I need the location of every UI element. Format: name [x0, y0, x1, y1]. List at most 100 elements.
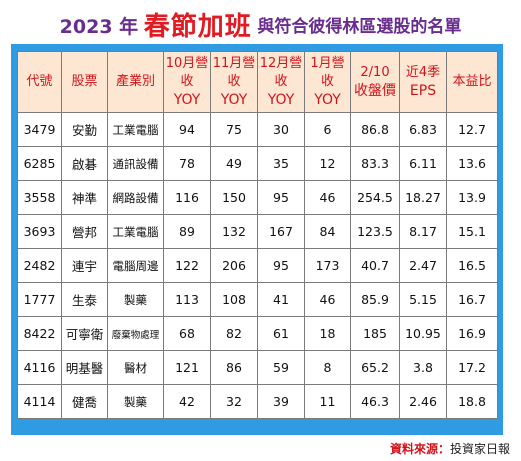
table-cell-pe-ratio: 17.2	[446, 350, 498, 385]
column-header-industry: 產業別	[107, 51, 164, 113]
table-cell-jan-revenue-yoy: 18	[304, 316, 351, 351]
column-header-eps: 近4季 EPS	[399, 51, 447, 113]
table-cell-code: 3558	[17, 180, 62, 215]
table-cell-jan-revenue-yoy: 173	[304, 248, 351, 283]
table-cell-close-price: 65.2	[350, 350, 400, 385]
table-cell-dec-revenue-yoy: 39	[257, 384, 305, 419]
table-row: 4116 明基醫 醫材 121 86 59 8 65.2 3.8 17.2	[17, 350, 498, 385]
table-body: 3479 安勤 工業電腦 94 75 30 6 86.8 6.83 12.7 6285 啟碁 通訊設備 7…	[17, 112, 498, 419]
table-cell-eps: 5.15	[399, 282, 447, 317]
table-cell-pe-ratio: 18.8	[446, 384, 498, 419]
table-cell-nov-revenue-yoy: 150	[210, 180, 258, 215]
table-cell-code: 4114	[17, 384, 62, 419]
table-cell-nov-revenue-yoy: 108	[210, 282, 258, 317]
table-row: 3558 神準 網路設備 116 150 95 46 254.5 18.27 13.9	[17, 180, 498, 215]
table-cell-dec-revenue-yoy: 95	[257, 180, 305, 215]
table-frame: 代號 股票 產業別 10月營收 YOY 11月營收 YOY 12月營收 YOY 1月營收 YOY 2/…	[11, 44, 503, 435]
table-cell-code: 4116	[17, 350, 62, 385]
title-highlight: 春節加班	[143, 12, 252, 42]
table-cell-stock: 啟碁	[61, 146, 108, 181]
table-cell-nov-revenue-yoy: 86	[210, 350, 258, 385]
table-cell-code: 3693	[17, 214, 62, 249]
table-cell-oct-revenue-yoy: 78	[163, 146, 211, 181]
table-cell-eps: 3.8	[399, 350, 447, 385]
column-header-line2: YOY	[267, 92, 295, 108]
table-cell-pe-ratio: 13.9	[446, 180, 498, 215]
table-cell-close-price: 86.8	[350, 112, 400, 147]
table-cell-industry: 工業電腦	[107, 214, 164, 249]
column-header-pe-ratio: 本益比	[446, 51, 498, 113]
table-cell-code: 1777	[17, 282, 62, 317]
table-cell-eps: 6.11	[399, 146, 447, 181]
column-header-line1: 近4季	[405, 65, 441, 80]
source-label: 資料來源：	[389, 442, 450, 456]
table-cell-industry: 通訊設備	[107, 146, 164, 181]
column-header-line1: 12月營收	[259, 56, 303, 89]
column-header-line1: 2/10	[360, 65, 390, 80]
table-cell-industry: 網路設備	[107, 180, 164, 215]
column-header-line1: 11月營收	[212, 56, 256, 89]
column-header-line1: 10月營收	[165, 56, 209, 89]
column-header-stock: 股票	[61, 51, 108, 113]
table-cell-pe-ratio: 16.9	[446, 316, 498, 351]
table-cell-jan-revenue-yoy: 46	[304, 180, 351, 215]
table-cell-close-price: 123.5	[350, 214, 400, 249]
table-cell-code: 8422	[17, 316, 62, 351]
table-row: 3479 安勤 工業電腦 94 75 30 6 86.8 6.83 12.7	[17, 112, 498, 147]
source-note: 資料來源：投資家日報	[390, 440, 510, 457]
column-header-line2: YOY	[314, 92, 341, 108]
table-cell-code: 2482	[17, 248, 62, 283]
table-cell-industry: 製藥	[107, 384, 164, 419]
table-cell-pe-ratio: 15.1	[446, 214, 498, 249]
table-cell-code: 3479	[17, 112, 62, 147]
table-cell-pe-ratio: 16.7	[446, 282, 498, 317]
table-cell-oct-revenue-yoy: 94	[163, 112, 211, 147]
column-header-line2: 收盤價	[354, 83, 396, 99]
table-cell-oct-revenue-yoy: 89	[163, 214, 211, 249]
table-cell-oct-revenue-yoy: 121	[163, 350, 211, 385]
table-row: 1777 生泰 製藥 113 108 41 46 85.9 5.15 16.7	[17, 282, 498, 317]
table-cell-stock: 健喬	[61, 384, 108, 419]
table-cell-oct-revenue-yoy: 42	[163, 384, 211, 419]
table-cell-nov-revenue-yoy: 132	[210, 214, 258, 249]
table-cell-close-price: 40.7	[350, 248, 400, 283]
table-cell-jan-revenue-yoy: 12	[304, 146, 351, 181]
table-cell-industry: 工業電腦	[107, 112, 164, 147]
table-cell-jan-revenue-yoy: 6	[304, 112, 351, 147]
table-cell-stock: 營邦	[61, 214, 108, 249]
column-header-line1: 代號	[26, 74, 53, 89]
table-cell-oct-revenue-yoy: 116	[163, 180, 211, 215]
table-cell-stock: 連宇	[61, 248, 108, 283]
column-header-line1: 股票	[71, 74, 98, 89]
table-cell-dec-revenue-yoy: 30	[257, 112, 305, 147]
table-cell-jan-revenue-yoy: 84	[304, 214, 351, 249]
table-cell-eps: 2.46	[399, 384, 447, 419]
table-cell-nov-revenue-yoy: 75	[210, 112, 258, 147]
table-cell-industry: 製藥	[107, 282, 164, 317]
table-cell-code: 6285	[17, 146, 62, 181]
column-header-line1: 本益比	[452, 74, 492, 89]
table-cell-jan-revenue-yoy: 11	[304, 384, 351, 419]
table-cell-industry: 電腦周邊	[107, 248, 164, 283]
table-cell-close-price: 46.3	[350, 384, 400, 419]
table-cell-oct-revenue-yoy: 113	[163, 282, 211, 317]
column-header-dec-revenue-yoy: 12月營收 YOY	[257, 51, 305, 113]
column-header-line2: YOY	[220, 92, 248, 108]
source-value: 投資家日報	[449, 442, 510, 456]
table-row: 3693 營邦 工業電腦 89 132 167 84 123.5 8.17 15.1	[17, 214, 498, 249]
table-cell-pe-ratio: 16.5	[446, 248, 498, 283]
table-cell-industry: 醫材	[107, 350, 164, 385]
table-cell-jan-revenue-yoy: 8	[304, 350, 351, 385]
column-header-nov-revenue-yoy: 11月營收 YOY	[210, 51, 258, 113]
table-cell-dec-revenue-yoy: 167	[257, 214, 305, 249]
table-cell-nov-revenue-yoy: 206	[210, 248, 258, 283]
page-title: 2023 年 春節加班 與符合彼得林區選股的名單	[0, 6, 521, 42]
title-year: 2023 年	[59, 16, 139, 38]
table-cell-stock: 明基醫	[61, 350, 108, 385]
column-header-code: 代號	[17, 51, 62, 113]
column-header-jan-revenue-yoy: 1月營收 YOY	[304, 51, 351, 113]
table-cell-oct-revenue-yoy: 122	[163, 248, 211, 283]
table-cell-dec-revenue-yoy: 35	[257, 146, 305, 181]
table-cell-close-price: 85.9	[350, 282, 400, 317]
column-header-line2: EPS	[409, 83, 437, 99]
